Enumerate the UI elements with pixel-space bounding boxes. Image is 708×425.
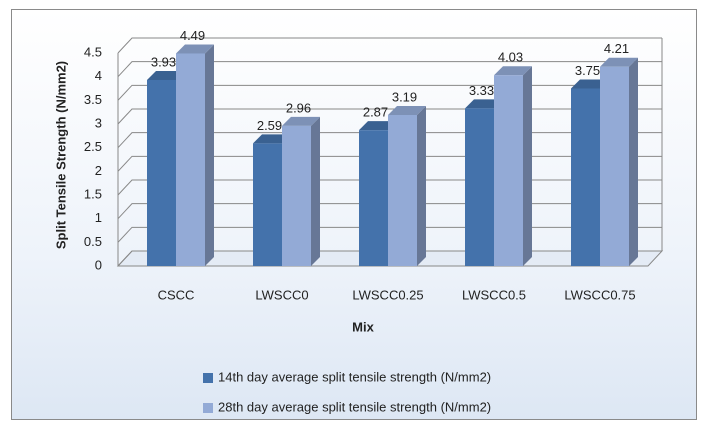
bar-side <box>523 66 532 266</box>
legend-label: 28th day average split tensile strength … <box>218 399 491 414</box>
bar-front <box>359 130 388 266</box>
bar-top <box>147 70 185 80</box>
bar-top <box>571 79 609 89</box>
data-label: 4.21 <box>604 41 629 56</box>
bar-side <box>205 44 214 267</box>
bar-front <box>571 88 600 266</box>
grid-line <box>117 84 662 101</box>
y-tick-label: 2 <box>95 163 102 178</box>
bar-top <box>388 106 426 116</box>
bar-side <box>629 57 638 266</box>
bar-top <box>176 44 214 54</box>
bar <box>388 106 426 266</box>
data-label: 2.96 <box>286 100 311 115</box>
bar-front <box>600 66 629 266</box>
x-axis-title: Mix <box>352 319 374 334</box>
x-tick-label: LWSCC0.75 <box>564 287 635 302</box>
bar <box>176 44 214 267</box>
bar-front <box>465 108 494 266</box>
bar-top <box>282 116 320 126</box>
bar <box>253 134 291 266</box>
y-tick-label: 3 <box>95 115 102 130</box>
bar <box>282 116 320 266</box>
data-label: 3.19 <box>392 89 417 104</box>
data-label: 3.75 <box>575 63 600 78</box>
bar-front <box>253 143 282 266</box>
bar-front <box>282 125 311 266</box>
y-tick-label: 3.5 <box>84 92 102 107</box>
data-label: 4.03 <box>498 50 523 65</box>
data-label: 3.93 <box>151 54 176 69</box>
legend-swatch <box>203 403 213 413</box>
y-axis-title: Split Tensile Strength (N/mm2) <box>53 61 68 249</box>
bar-top <box>359 121 397 131</box>
x-tick-label: LWSCC0.25 <box>352 287 423 302</box>
bar <box>600 57 638 266</box>
data-label: 2.87 <box>363 105 388 120</box>
grid-line <box>117 37 662 54</box>
legend-label: 14th day average split tensile strength … <box>218 369 491 384</box>
legend-swatch <box>203 373 213 383</box>
x-tick-label: LWSCC0 <box>255 287 308 302</box>
bar-top <box>494 66 532 76</box>
y-tick-label: 1.5 <box>84 186 102 201</box>
bar-top <box>253 134 291 144</box>
bar-side <box>417 106 426 266</box>
y-tick-label: 0 <box>95 257 102 272</box>
bar <box>494 66 532 266</box>
y-tick-label: 2.5 <box>84 139 102 154</box>
bar-front <box>494 75 523 266</box>
bar-top <box>465 99 503 109</box>
y-tick-label: 4.5 <box>84 44 102 59</box>
bar-front <box>388 115 417 266</box>
y-tick-label: 4 <box>95 68 102 83</box>
bar-front <box>176 53 205 267</box>
data-label: 2.59 <box>257 118 282 133</box>
y-tick-label: 1 <box>95 210 102 225</box>
bar-top <box>600 57 638 67</box>
bar-side <box>311 116 320 266</box>
y-tick-label: 0.5 <box>84 234 102 249</box>
x-tick-label: CSCC <box>158 287 195 302</box>
data-label: 3.33 <box>469 83 494 98</box>
grid-line <box>117 61 662 78</box>
data-label: 4.49 <box>180 28 205 43</box>
x-tick-label: LWSCC0.5 <box>462 287 526 302</box>
bar-front <box>147 79 176 266</box>
